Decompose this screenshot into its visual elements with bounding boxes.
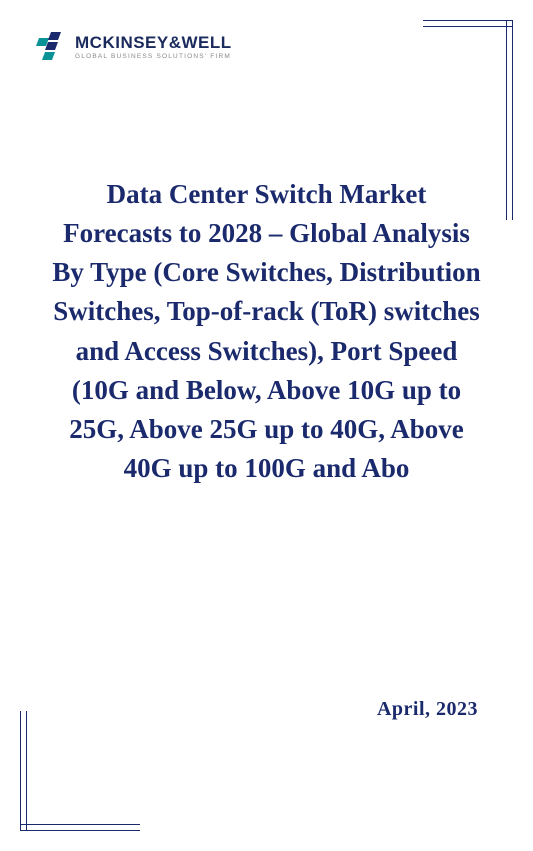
company-tagline: GLOBAL BUSINESS SOLUTIONS' FIRM [75, 53, 232, 60]
logo: MCKINSEY&WELL GLOBAL BUSINESS SOLUTIONS'… [35, 30, 232, 62]
company-name: MCKINSEY&WELL [75, 33, 232, 53]
logo-text: MCKINSEY&WELL GLOBAL BUSINESS SOLUTIONS'… [75, 33, 232, 60]
logo-mark-icon [35, 30, 67, 62]
report-date: April, 2023 [377, 698, 478, 721]
corner-decoration-bottom-left [20, 711, 140, 831]
report-title: Data Center Switch Market Forecasts to 2… [50, 175, 483, 488]
